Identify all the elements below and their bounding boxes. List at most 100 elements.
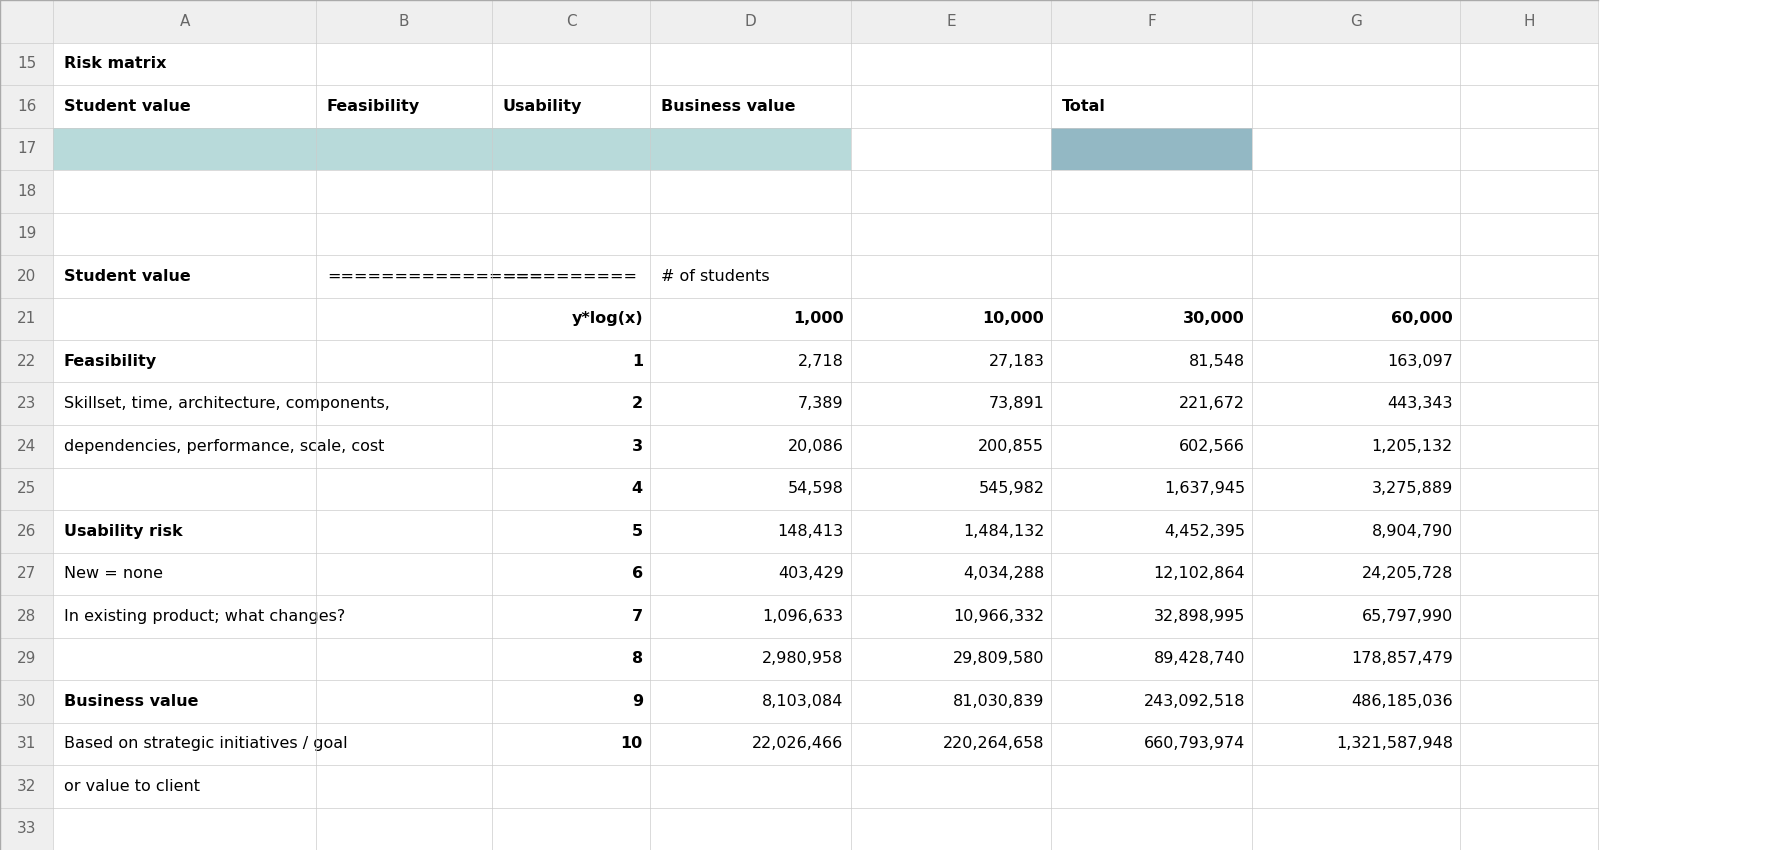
Bar bbox=[492, 340, 650, 382]
Bar bbox=[53, 552, 316, 595]
Bar bbox=[53, 42, 316, 85]
Text: Business value: Business value bbox=[64, 694, 199, 709]
Bar bbox=[1051, 212, 1252, 255]
Bar bbox=[1252, 722, 1460, 765]
Bar bbox=[492, 255, 650, 298]
Text: 10: 10 bbox=[620, 736, 643, 751]
Text: 1,321,587,948: 1,321,587,948 bbox=[1336, 736, 1453, 751]
Bar bbox=[492, 680, 650, 722]
Bar bbox=[1252, 255, 1460, 298]
Text: 221,672: 221,672 bbox=[1179, 396, 1245, 411]
Text: 220,264,658: 220,264,658 bbox=[943, 736, 1044, 751]
Text: 20: 20 bbox=[18, 269, 36, 284]
Bar bbox=[492, 808, 650, 850]
Text: 443,343: 443,343 bbox=[1387, 396, 1453, 411]
Bar bbox=[316, 468, 492, 510]
Bar bbox=[650, 680, 851, 722]
Text: Usability: Usability bbox=[503, 99, 583, 114]
Text: 1: 1 bbox=[632, 354, 643, 369]
Text: Feasibility: Feasibility bbox=[327, 99, 419, 114]
Text: 16: 16 bbox=[18, 99, 36, 114]
Text: 27: 27 bbox=[18, 566, 36, 581]
Bar bbox=[1051, 255, 1252, 298]
Bar bbox=[316, 680, 492, 722]
Bar bbox=[492, 298, 650, 340]
Bar bbox=[650, 468, 851, 510]
Text: 1,205,132: 1,205,132 bbox=[1371, 439, 1453, 454]
Bar bbox=[316, 638, 492, 680]
Bar bbox=[650, 0, 851, 42]
Bar bbox=[53, 808, 316, 850]
Bar bbox=[1460, 680, 1598, 722]
Bar bbox=[650, 382, 851, 425]
Bar bbox=[53, 85, 316, 128]
Text: 7: 7 bbox=[632, 609, 643, 624]
Bar bbox=[0, 340, 53, 382]
Text: 54,598: 54,598 bbox=[789, 481, 844, 496]
Text: 23: 23 bbox=[18, 396, 36, 411]
Bar bbox=[316, 128, 492, 170]
Text: C: C bbox=[567, 14, 575, 29]
Text: 81,030,839: 81,030,839 bbox=[954, 694, 1044, 709]
Bar bbox=[1051, 170, 1252, 212]
Text: 3: 3 bbox=[632, 439, 643, 454]
Bar bbox=[492, 170, 650, 212]
Bar bbox=[1051, 340, 1252, 382]
Text: 24: 24 bbox=[18, 439, 36, 454]
Bar bbox=[1460, 42, 1598, 85]
Bar bbox=[1460, 765, 1598, 808]
Bar bbox=[650, 425, 851, 468]
Text: Total: Total bbox=[1062, 99, 1106, 114]
Bar bbox=[316, 42, 492, 85]
Text: 1,637,945: 1,637,945 bbox=[1163, 481, 1245, 496]
Bar bbox=[1051, 425, 1252, 468]
Bar bbox=[851, 468, 1051, 510]
Bar bbox=[851, 680, 1051, 722]
Text: F: F bbox=[1147, 14, 1156, 29]
Bar bbox=[1051, 42, 1252, 85]
Bar bbox=[1460, 468, 1598, 510]
Bar bbox=[1252, 85, 1460, 128]
Bar bbox=[650, 722, 851, 765]
Text: 26: 26 bbox=[18, 524, 36, 539]
Text: 4,034,288: 4,034,288 bbox=[963, 566, 1044, 581]
Text: dependencies, performance, scale, cost: dependencies, performance, scale, cost bbox=[64, 439, 384, 454]
Bar bbox=[1252, 212, 1460, 255]
Bar bbox=[650, 595, 851, 638]
Bar bbox=[0, 212, 53, 255]
Bar bbox=[53, 255, 316, 298]
Bar bbox=[492, 468, 650, 510]
Bar bbox=[851, 552, 1051, 595]
Bar bbox=[650, 765, 851, 808]
Bar bbox=[1252, 340, 1460, 382]
Text: A: A bbox=[179, 14, 190, 29]
Text: 10,966,332: 10,966,332 bbox=[954, 609, 1044, 624]
Bar bbox=[1460, 212, 1598, 255]
Bar bbox=[0, 638, 53, 680]
Text: D: D bbox=[744, 14, 757, 29]
Bar bbox=[53, 382, 316, 425]
Text: Based on strategic initiatives / goal: Based on strategic initiatives / goal bbox=[64, 736, 348, 751]
Bar bbox=[650, 638, 851, 680]
Bar bbox=[53, 425, 316, 468]
Text: Student value: Student value bbox=[64, 269, 190, 284]
Bar bbox=[0, 552, 53, 595]
Bar bbox=[1051, 382, 1252, 425]
Bar bbox=[1460, 382, 1598, 425]
Bar bbox=[1051, 722, 1252, 765]
Text: 89,428,740: 89,428,740 bbox=[1153, 651, 1245, 666]
Bar bbox=[1460, 425, 1598, 468]
Bar bbox=[1051, 128, 1252, 170]
Text: 65,797,990: 65,797,990 bbox=[1362, 609, 1453, 624]
Text: 8,103,084: 8,103,084 bbox=[762, 694, 844, 709]
Bar bbox=[851, 638, 1051, 680]
Text: 4,452,395: 4,452,395 bbox=[1163, 524, 1245, 539]
Bar bbox=[53, 510, 316, 552]
Bar bbox=[492, 552, 650, 595]
Bar bbox=[0, 170, 53, 212]
Bar bbox=[851, 0, 1051, 42]
Bar bbox=[1252, 425, 1460, 468]
Text: 2,718: 2,718 bbox=[797, 354, 844, 369]
Text: # of students: # of students bbox=[661, 269, 769, 284]
Bar bbox=[316, 170, 492, 212]
